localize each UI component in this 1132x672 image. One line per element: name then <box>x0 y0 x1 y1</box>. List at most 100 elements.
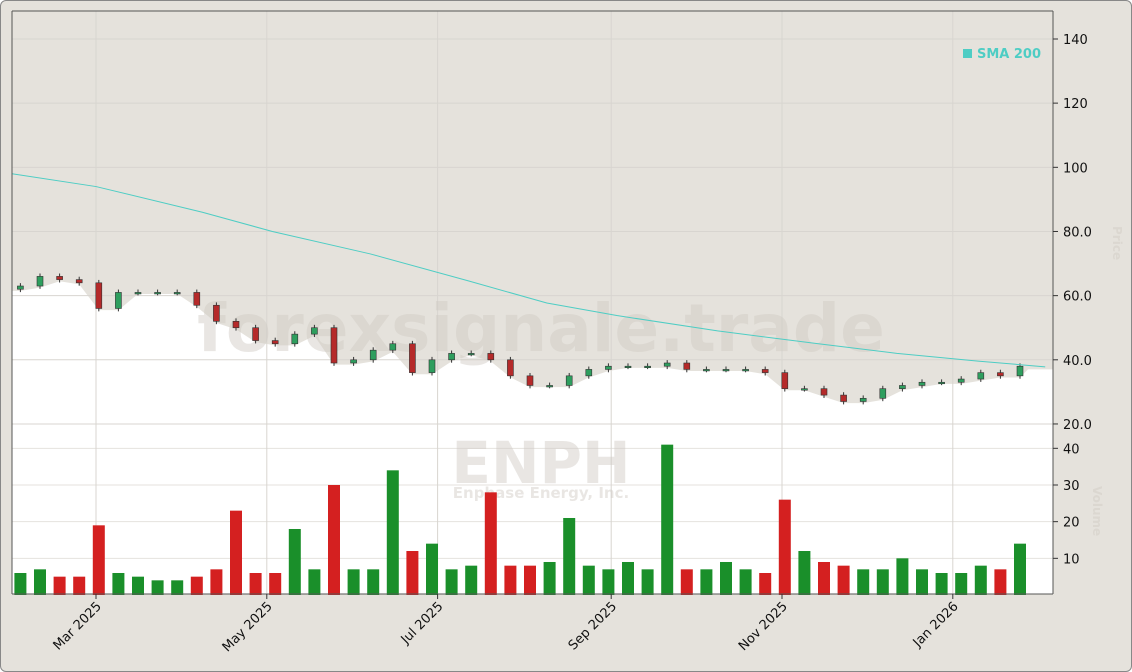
volume-bar-up <box>34 569 46 595</box>
candle-up <box>134 292 142 295</box>
candle-up <box>585 369 593 377</box>
volume-bar-up <box>582 565 595 595</box>
volume-bar-up <box>151 580 164 595</box>
volume-bar-up <box>465 565 478 595</box>
volume-bar-down <box>406 550 419 595</box>
candle-down <box>56 276 63 280</box>
candle-up <box>565 375 573 386</box>
legend-sma200[interactable]: SMA 200 <box>977 47 1041 62</box>
candle-down <box>330 327 338 364</box>
volume-bar-up <box>1014 543 1026 595</box>
candle-up <box>291 333 299 345</box>
candle-down <box>997 372 1004 377</box>
candle-down <box>232 321 240 329</box>
candle-down <box>820 388 828 396</box>
volume-bar-down <box>837 565 850 595</box>
volume-bar-up <box>916 569 928 595</box>
candle-down <box>213 304 220 322</box>
price-tick-label: 100 <box>1063 161 1088 176</box>
volume-bar-down <box>230 510 242 595</box>
candle-up <box>350 359 357 364</box>
volume-tick-label: 20 <box>1063 516 1080 531</box>
volume-tick-label: 40 <box>1063 442 1080 457</box>
candle-up <box>879 388 887 399</box>
volume-bar-down <box>778 499 791 595</box>
volume-bar-up <box>563 517 576 595</box>
price-tick-label: 80.0 <box>1063 225 1092 240</box>
volume-bar-down <box>210 569 223 595</box>
candle-up <box>977 372 985 380</box>
sma200-line <box>11 173 1046 368</box>
volume-bar-down <box>269 572 282 595</box>
volume-bar-up <box>641 569 654 595</box>
volume-bar-up <box>661 444 674 595</box>
time-tick-label: Mar 2025 <box>51 599 105 653</box>
price-tick-label: 60.0 <box>1063 290 1092 305</box>
time-tick-label: Sep 2025 <box>566 599 620 653</box>
candle-down <box>840 394 847 402</box>
price-axis-label: Price <box>1110 226 1124 260</box>
volume-bar-down <box>759 572 772 595</box>
volume-bar-up <box>308 569 321 595</box>
volume-bar-down <box>818 561 830 595</box>
candle-up <box>742 369 749 372</box>
volume-bar-up <box>367 569 380 595</box>
volume-bar-down <box>92 525 105 595</box>
volume-bar-up <box>876 569 889 595</box>
volume-bar-up <box>857 569 870 595</box>
volume-bar-up <box>171 580 184 595</box>
candle-up <box>467 353 475 356</box>
volume-bar-down <box>328 484 340 595</box>
candle-up <box>624 365 632 369</box>
time-tick-label: May 2025 <box>220 599 276 655</box>
candle-up <box>389 343 397 351</box>
time-tick-label: Nov 2025 <box>736 599 791 654</box>
candle-down <box>781 372 789 389</box>
candle-up <box>369 349 377 361</box>
volume-bar-up <box>426 543 438 595</box>
candle-up <box>17 285 24 290</box>
candle-up <box>938 381 945 385</box>
volume-bar-up <box>288 528 301 595</box>
candle-down <box>526 375 534 386</box>
volume-bar-up <box>112 572 125 595</box>
candle-up <box>899 385 906 389</box>
volume-bar-down <box>53 576 66 595</box>
candle-up <box>722 369 730 372</box>
volume-bar-up <box>347 569 360 595</box>
volume-bar-down <box>484 492 497 595</box>
volume-bar-up <box>622 561 634 595</box>
volume-tick-label: 30 <box>1063 479 1080 494</box>
candle-up <box>311 327 318 335</box>
volume-bars <box>14 444 1026 595</box>
volume-bar-up <box>14 572 27 595</box>
candle-up <box>663 362 671 367</box>
candle-down <box>193 292 201 306</box>
candle-up <box>859 397 867 402</box>
candle-down <box>487 353 495 361</box>
candles <box>17 273 1024 405</box>
volume-bar-down <box>73 576 86 595</box>
price-tick-label: 140 <box>1063 33 1088 48</box>
price-area-fill <box>12 11 1053 404</box>
volume-bar-up <box>700 569 713 595</box>
candle-up <box>448 353 455 361</box>
company-watermark: Enphase Energy, Inc. <box>453 484 629 502</box>
volume-bar-up <box>974 565 987 595</box>
time-tick-label: Jan 2026 <box>910 599 962 651</box>
price-tick-label: 20.0 <box>1063 418 1092 433</box>
candle-down <box>95 282 103 309</box>
volume-bar-down <box>249 572 262 595</box>
volume-bar-down <box>680 569 693 595</box>
candle-down <box>271 340 279 345</box>
volume-bar-up <box>955 572 968 595</box>
candle-up <box>605 365 612 370</box>
candle-up <box>154 292 161 295</box>
ticker-watermark: ENPH <box>451 429 630 497</box>
candle-up <box>36 276 44 287</box>
volume-bar-up <box>386 470 399 595</box>
volume-bar-up <box>896 558 909 595</box>
volume-tick-label: 10 <box>1063 552 1080 567</box>
